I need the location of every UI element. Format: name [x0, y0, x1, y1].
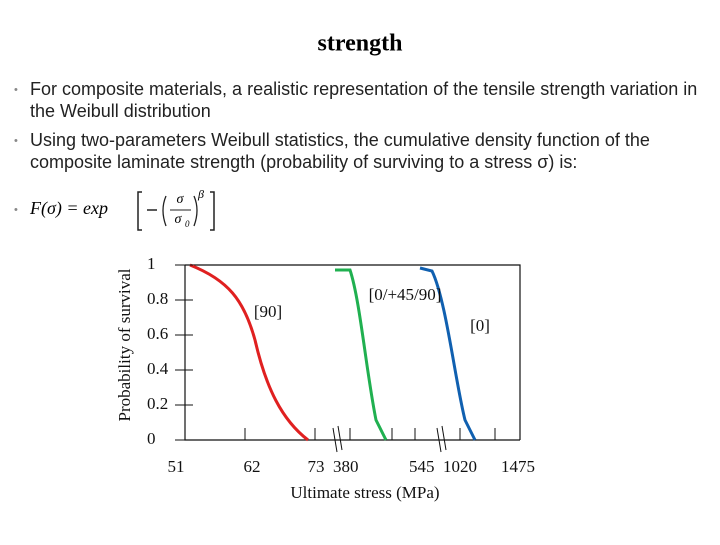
x-tick-label: 1475 [501, 457, 535, 476]
y-axis-label: Probability of survival [115, 268, 134, 421]
curve-90 [189, 263, 309, 442]
axis-break [332, 425, 343, 453]
slide-title: strength [318, 31, 403, 57]
curve-quasi-iso [335, 268, 388, 441]
bullets: • For composite materials, a realistic r… [14, 79, 697, 216]
denominator-sub: 0 [185, 219, 190, 229]
y-tick-label: 0.8 [147, 289, 168, 308]
y-tick-label: 0.2 [147, 394, 168, 413]
numerator: σ [177, 192, 185, 207]
plot-frame [184, 264, 521, 441]
bullet-line: the Weibull distribution [30, 101, 211, 121]
x-tick-label: 545 1020 [409, 457, 477, 476]
x-ticks [244, 425, 496, 453]
curve-label: [0] [470, 316, 490, 335]
y-tick-label: 0.6 [147, 324, 168, 343]
x-tick-label: 51 [168, 457, 185, 476]
bullet-line: Using two-parameters Weibull statistics,… [30, 130, 650, 150]
x-axis-label: Ultimate stress (MPa) [290, 483, 439, 502]
exponent: β [197, 187, 204, 201]
bullet-dot: • [14, 135, 18, 147]
bullet-line: composite laminate strength (probability… [30, 152, 577, 172]
chart: Probability of survival Ultimate stress … [115, 254, 535, 502]
denominator: σ [175, 212, 183, 227]
y-tick-label: 1 [147, 254, 156, 273]
bracket [137, 191, 215, 231]
bullet-line: For composite materials, a realistic rep… [30, 79, 697, 99]
y-tick-label: 0.4 [147, 359, 169, 378]
paren [162, 195, 198, 227]
axis-break [436, 425, 447, 453]
y-tick-label: 0 [147, 429, 156, 448]
x-tick-label: 73 380 [308, 457, 359, 476]
curve-label: [90] [254, 302, 282, 321]
x-tick-label: 62 [244, 457, 261, 476]
bullet-dot: • [14, 204, 18, 216]
formula-lhs: F(σ) = exp [29, 198, 108, 219]
curve-label: [0/+45/90] [369, 285, 442, 304]
formula: F(σ) = exp σ σ 0 β [29, 187, 215, 231]
bullet-dot: • [14, 84, 18, 96]
curve-0 [419, 266, 477, 441]
